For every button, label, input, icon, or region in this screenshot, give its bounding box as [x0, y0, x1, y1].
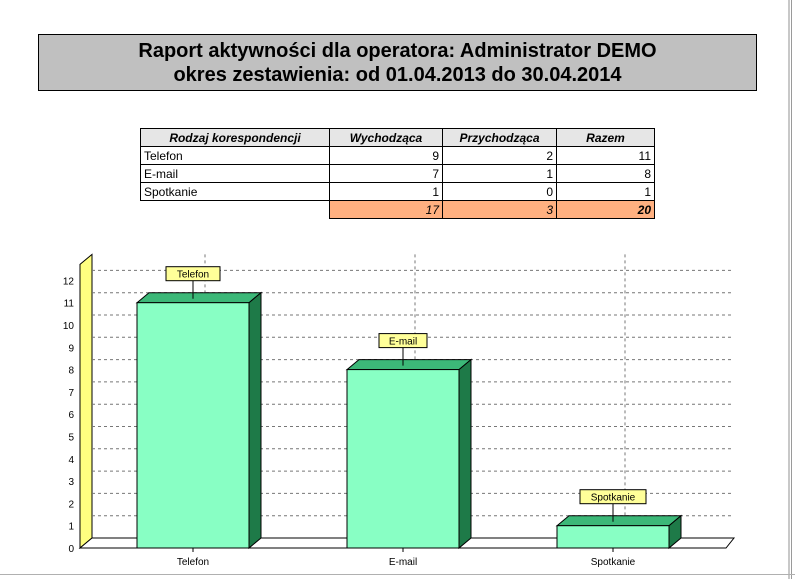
data-label-box	[579, 489, 647, 505]
bar-top	[135, 292, 263, 304]
data-label: Spotkanie	[591, 493, 636, 504]
table-row: E-mail 7 1 8	[140, 164, 655, 183]
report-title-box: Raport aktywności dla operatora: Adminis…	[38, 34, 757, 91]
y-tick-label: 3	[68, 477, 74, 488]
summary-table: Rodzaj korespondencji Wychodząca Przycho…	[140, 128, 655, 219]
bar	[556, 525, 670, 549]
x-category-label: E-mail	[389, 557, 417, 568]
total-outgoing: 17	[329, 200, 443, 219]
window-edge-shadow	[791, 0, 792, 579]
y-tick-label: 5	[68, 433, 74, 444]
y-tick-label: 8	[68, 366, 74, 377]
y-tick-label: 4	[68, 455, 74, 466]
totals-row: 17 3 20	[141, 200, 655, 219]
data-label-box	[378, 333, 428, 349]
table-row: Telefon 9 2 11	[140, 146, 655, 165]
total-incoming: 3	[442, 200, 557, 219]
bar-top	[345, 359, 473, 371]
y-axis-wall	[79, 253, 93, 550]
data-label-box	[165, 266, 221, 282]
y-tick-label: 7	[68, 388, 74, 399]
y-tick-label: 9	[68, 343, 74, 354]
row-type: Spotkanie	[140, 182, 330, 201]
y-tick-label: 6	[68, 410, 74, 421]
window-bottom-edge	[0, 574, 795, 575]
data-label: Telefon	[177, 270, 209, 281]
bar	[346, 369, 460, 549]
data-label: E-mail	[389, 337, 417, 348]
bar-top	[555, 515, 683, 527]
y-tick-label: 2	[68, 499, 74, 510]
y-tick-label: 10	[63, 321, 75, 332]
x-category-label: Telefon	[177, 557, 209, 568]
bar	[136, 302, 250, 549]
y-tick-label: 11	[64, 299, 75, 310]
report-title-line2: okres zestawienia: od 01.04.2013 do 30.0…	[173, 63, 622, 86]
y-tick-label: 12	[63, 276, 75, 287]
y-tick-label: 0	[68, 544, 74, 555]
y-tick-label: 1	[68, 522, 74, 533]
total-all: 20	[556, 200, 655, 219]
bar-side	[458, 358, 472, 550]
bar-side	[248, 291, 262, 550]
report-title-line1: Raport aktywności dla operatora: Adminis…	[138, 39, 657, 62]
x-category-label: Spotkanie	[591, 557, 636, 568]
header-incoming: Przychodząca	[442, 128, 557, 147]
window-edge	[788, 0, 790, 579]
